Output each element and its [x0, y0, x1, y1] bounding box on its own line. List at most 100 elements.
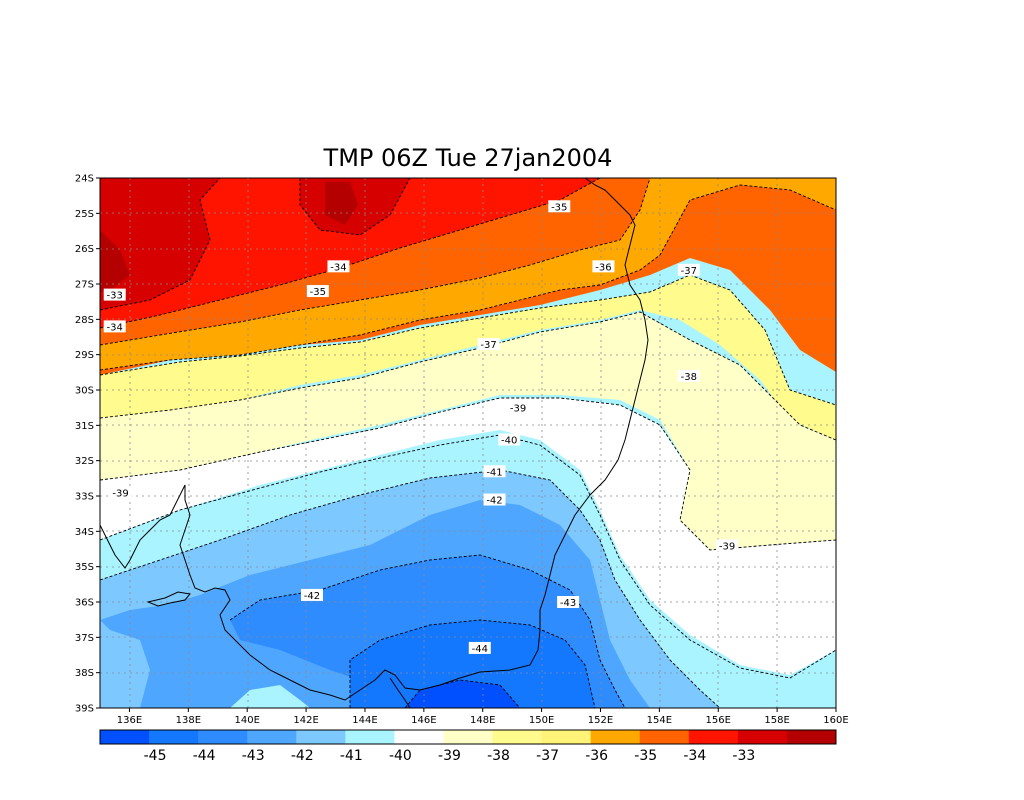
contour-label: -34 [107, 322, 123, 333]
lat-tick-label: 32S [75, 456, 94, 467]
colorbar-swatch [149, 730, 199, 744]
band-fill [100, 178, 220, 310]
band-fill [100, 398, 836, 675]
colorbar-tick-label: -35 [634, 748, 657, 764]
lon-tick-label: 150E [529, 715, 554, 726]
map-frame [99, 177, 837, 709]
lat-tick-label: 34S [75, 527, 94, 538]
colorbar-tick-label: -36 [585, 748, 608, 764]
colorbar-swatch [198, 730, 248, 744]
colorbar-tick-label: -37 [536, 748, 559, 764]
lon-tick-label: 142E [293, 715, 318, 726]
band-fill [100, 312, 836, 550]
contour-label: -39 [510, 404, 526, 415]
colorbar-tick-label: -43 [242, 748, 265, 764]
contour-label-bg [592, 260, 615, 273]
contour-label: -36 [595, 262, 611, 273]
contour-label: -38 [681, 372, 697, 383]
lon-tick-label: 154E [647, 715, 672, 726]
contour-label-bg [498, 433, 521, 446]
contour-label-bg [327, 260, 350, 273]
map-plot-area [100, 178, 836, 708]
contour-label: -42 [486, 496, 502, 507]
lat-tick-label: 30S [75, 386, 94, 397]
contour-label: -43 [560, 598, 576, 609]
lat-tick-label: 29S [75, 350, 94, 361]
colorbar-tick-label: -39 [438, 748, 461, 764]
contour-label-bg [306, 285, 329, 298]
colorbar-tick-label: -34 [683, 748, 706, 764]
map-title: TMP 06Z Tue 27jan2004 [323, 144, 613, 172]
colorbar-swatch [541, 730, 592, 744]
colorbar [99, 729, 837, 745]
colorbar-swatch [688, 730, 739, 744]
colorbar-swatch [443, 730, 494, 744]
band-fill [100, 275, 836, 440]
colorbar-tick-label: -42 [291, 748, 314, 764]
colorbar-swatch [639, 730, 690, 744]
lat-tick-label: 37S [75, 633, 94, 644]
contour-labels: -35 -34 -36 -37 -33 -35 -34 -37 -38 -39 -40 -41 -39 -… [103, 200, 739, 655]
lat-tick-label: 38S [75, 668, 94, 679]
contour-label: -44 [472, 644, 488, 655]
grid-lines [100, 178, 836, 708]
colorbar-tick-labels: -45 -44 -43 -42 -41 -40 -39 -38 -37 -36 -35 -34 -33 [144, 748, 756, 764]
lat-tick-label: 35S [75, 562, 94, 573]
colorbar-swatch [492, 730, 543, 744]
colorbar-swatch [296, 730, 346, 744]
colorbar-swatch [590, 730, 641, 744]
contour-label-bg [483, 493, 506, 506]
colorbar-tick-label: -38 [487, 748, 510, 764]
contour-label: -42 [304, 591, 320, 602]
contour-label-bg [677, 369, 700, 382]
contour-label-bg [477, 338, 500, 351]
contour-label: -35 [551, 202, 567, 213]
latitude-axis: 24S 25S 26S 27S 28S 29S 30S 31S 32S 33S 34S 35S 36S 3… [75, 174, 100, 715]
lon-tick-label: 146E [411, 715, 436, 726]
colorbar-tick-label: -45 [144, 748, 167, 764]
colorbar-frame [99, 729, 837, 745]
colorbar-tick-label: -33 [732, 748, 755, 764]
band-fill [100, 178, 600, 328]
contour-label-bg [483, 465, 506, 478]
band-fill [325, 182, 358, 225]
contour-label-bg [103, 288, 126, 301]
lat-tick-label: 25S [75, 209, 94, 220]
contour-label-bg [548, 200, 571, 213]
contour-label: -35 [310, 287, 326, 298]
lat-tick-label: 33S [75, 492, 94, 503]
lon-tick-label: 148E [470, 715, 495, 726]
contour-label-bg [557, 596, 580, 608]
contour-label-bg [103, 320, 126, 333]
contour-label-bg [716, 539, 739, 552]
colorbar-swatch [737, 730, 788, 744]
band-fill [350, 620, 595, 708]
colorbar-tick-label: -44 [193, 748, 216, 764]
lon-tick-label: 144E [352, 715, 377, 726]
lon-tick-label: 136E [117, 715, 142, 726]
contour-label-bg [468, 641, 491, 654]
lat-tick-label: 28S [75, 315, 94, 326]
contour-lines [100, 178, 836, 708]
contour-label-bg [507, 401, 530, 414]
lon-tick-label: 138E [176, 715, 201, 726]
contour-label: -41 [486, 467, 502, 478]
lat-tick-label: 24S [75, 174, 94, 185]
colorbar-swatch [786, 730, 837, 744]
lat-tick-label: 31S [75, 421, 94, 432]
colorbar-tick-label: -40 [389, 748, 412, 764]
coastline [100, 178, 649, 708]
contour-label-bg [300, 588, 323, 601]
contour-label: -39 [112, 488, 128, 499]
contour-label: -37 [681, 266, 697, 277]
contour-label-bg [677, 263, 700, 276]
lat-tick-label: 39S [75, 704, 94, 715]
lon-tick-label: 160E [823, 715, 848, 726]
lon-tick-label: 156E [706, 715, 731, 726]
contour-label: -34 [330, 262, 346, 273]
lon-tick-label: 158E [764, 715, 789, 726]
contour-label: -40 [501, 435, 517, 446]
contour-label: -39 [719, 541, 735, 552]
contour-label: -37 [480, 340, 496, 351]
